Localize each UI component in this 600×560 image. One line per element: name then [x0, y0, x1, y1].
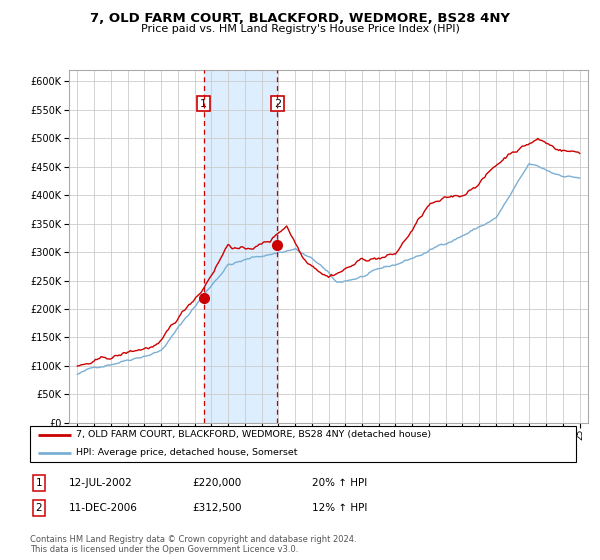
Text: 1: 1 — [35, 478, 43, 488]
FancyBboxPatch shape — [30, 426, 576, 462]
Text: 12-JUL-2002: 12-JUL-2002 — [69, 478, 133, 488]
Text: Price paid vs. HM Land Registry's House Price Index (HPI): Price paid vs. HM Land Registry's House … — [140, 24, 460, 34]
Text: HPI: Average price, detached house, Somerset: HPI: Average price, detached house, Some… — [76, 449, 298, 458]
Text: 1: 1 — [200, 99, 207, 109]
Text: Contains HM Land Registry data © Crown copyright and database right 2024.: Contains HM Land Registry data © Crown c… — [30, 535, 356, 544]
Bar — [203, 70, 277, 423]
Text: 7, OLD FARM COURT, BLACKFORD, WEDMORE, BS28 4NY (detached house): 7, OLD FARM COURT, BLACKFORD, WEDMORE, B… — [76, 430, 431, 439]
Text: This data is licensed under the Open Government Licence v3.0.: This data is licensed under the Open Gov… — [30, 545, 298, 554]
Text: 12% ↑ HPI: 12% ↑ HPI — [312, 503, 367, 513]
Text: 11-DEC-2006: 11-DEC-2006 — [69, 503, 138, 513]
Text: 2: 2 — [274, 99, 281, 109]
Text: £220,000: £220,000 — [192, 478, 241, 488]
Text: 7, OLD FARM COURT, BLACKFORD, WEDMORE, BS28 4NY: 7, OLD FARM COURT, BLACKFORD, WEDMORE, B… — [90, 12, 510, 25]
Text: 2: 2 — [35, 503, 43, 513]
Text: £312,500: £312,500 — [192, 503, 241, 513]
Text: 20% ↑ HPI: 20% ↑ HPI — [312, 478, 367, 488]
